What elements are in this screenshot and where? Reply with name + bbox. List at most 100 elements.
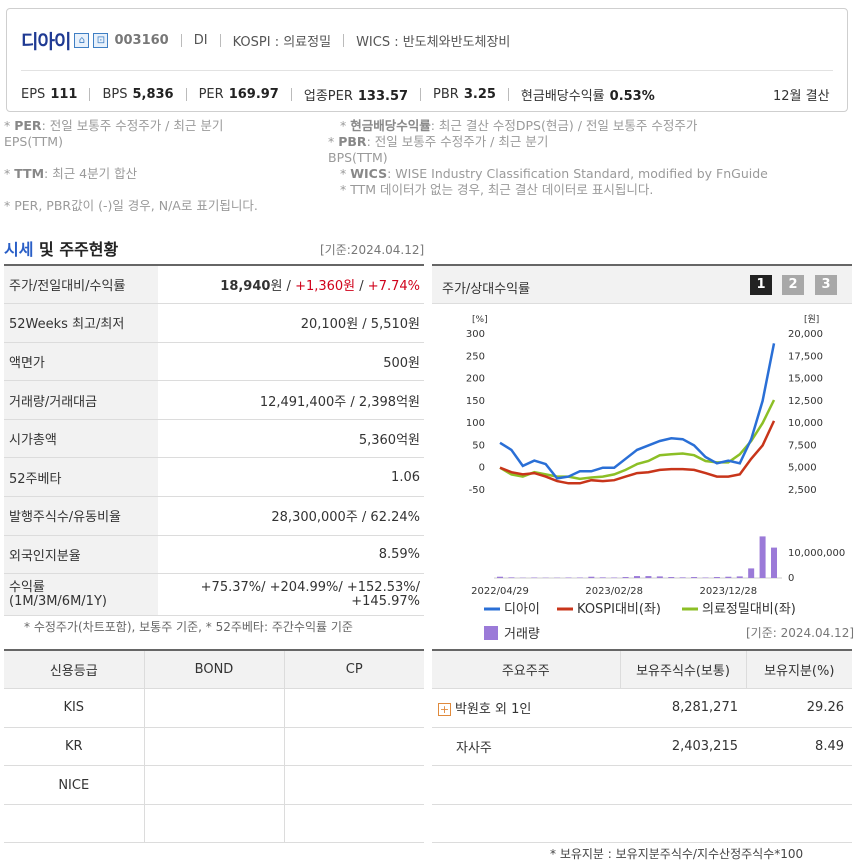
table-row [432, 765, 852, 805]
notes-right: * 현금배당수익률: 최근 결산 수정DPS(현금) / 전일 보통주 수정주가… [328, 118, 768, 198]
divider [219, 34, 221, 47]
market-code: DI [193, 33, 208, 48]
y2-tick-label: 20,000 [788, 329, 823, 340]
y2-tick-label: 5,000 [788, 463, 817, 474]
divider [185, 88, 187, 101]
credit-rating-table: 신용등급 BOND CP KIS KR NICE [4, 649, 424, 844]
row-value: 28,300,000주 / 62.24% [158, 496, 424, 536]
volume-tick-label: 0 [788, 573, 794, 584]
y-tick-label: -50 [469, 485, 485, 496]
row-label: 52주베타 [4, 457, 158, 498]
row-label: 수익률 (1M/3M/6M/1Y) [4, 573, 158, 617]
y-tick-label: 300 [466, 329, 485, 340]
agency-name: KIS [4, 688, 145, 728]
price-chart: [%] [원] 300 250 200 150 100 50 0 -50 20,000 17,500 1… [466, 314, 845, 642]
shareholders-table: 주요주주 보유주식수(보통) 보유지분(%) + 박원호 외 1인 8,281,2… [432, 649, 852, 844]
divider [21, 70, 833, 71]
holder-name-cell [432, 804, 620, 844]
home-icon[interactable]: ⌂ [74, 33, 90, 48]
legend-label: 의료정밀대비(좌) [702, 602, 796, 617]
cp-rating [284, 688, 424, 728]
y2-tick-label: 17,500 [788, 351, 823, 362]
chart-page-3-button[interactable]: 3 [815, 275, 837, 295]
price-table: 주가/전일대비/수익률 18,940원 / +1,360원 / +7.74% 5… [4, 264, 424, 617]
price-footnote: * 수정주가(차트포함), 보통주 기준, * 52주베타: 주간수익률 기준 [24, 620, 353, 634]
table-row: 외국인지분율 8.59% [4, 535, 424, 575]
row-label: 거래량/거래대금 [4, 380, 158, 420]
y-tick-label: 150 [466, 396, 485, 407]
holder-name-cell[interactable]: + 박원호 외 1인 [432, 688, 620, 728]
table-row: 52Weeks 최고/최저 20,100원 / 5,510원 [4, 303, 424, 343]
table-row: 시가총액 5,360억원 [4, 419, 424, 459]
table-row: KR [4, 727, 424, 767]
note-negative: * PER, PBR값이 (-)일 경우, N/A로 표기됩니다. [4, 198, 258, 213]
note-ttm: * TTM: 최근 4분기 합산 [4, 166, 138, 181]
y-tick-label: 0 [479, 463, 485, 474]
holders-date: [기준: 2024.04.12] [746, 626, 855, 640]
note-per: * PER: 전일 보통주 수정주가 / 최근 분기 [4, 118, 224, 133]
row-label: 주가/전일대비/수익률 [4, 265, 158, 305]
y2-tick-label: 15,000 [788, 374, 823, 385]
kospi-relative-line [499, 420, 776, 485]
chart-page-2-button[interactable]: 2 [782, 275, 804, 295]
y2-tick-label: 12,500 [788, 396, 823, 407]
returns-value: +75.37%/ +204.99%/ +152.53%/+145.97% [158, 573, 424, 617]
bond-rating [144, 804, 285, 844]
divider [343, 34, 345, 47]
agency-name: KR [4, 727, 145, 767]
row-label: 52Weeks 최고/최저 [4, 303, 158, 343]
holder-shares: 8,281,271 [620, 688, 746, 728]
table-row: 발행주식수/유동비율 28,300,000주 / 62.24% [4, 496, 424, 536]
cp-rating [284, 804, 424, 844]
volume-bar [771, 547, 777, 578]
holder-name-cell [432, 765, 620, 805]
divider [420, 88, 422, 101]
note-wics: * WICS: WISE Industry Classification Sta… [340, 166, 768, 181]
holder-pct [746, 765, 852, 805]
expand-icon[interactable]: + [438, 703, 451, 717]
y-tick-label: 200 [466, 374, 485, 385]
agency-name: NICE [4, 765, 145, 805]
table-row: NICE [4, 765, 424, 805]
y2-tick-label: 10,000 [788, 418, 823, 429]
company-title-row: 디아이 ⌂ ⊡ 003160 DI KOSPI : 의료정밀 WICS : 반도… [21, 27, 510, 54]
volume-bar [588, 576, 595, 578]
legend-label: 디아이 [504, 602, 540, 617]
holder-pct: 29.26 [746, 688, 852, 728]
company-name[interactable]: 디아이 [21, 31, 71, 53]
volume-bar [645, 576, 652, 578]
kospi-sector: KOSPI : 의료정밀 [232, 35, 332, 50]
holder-shares [620, 804, 746, 844]
volume-bar [656, 576, 663, 578]
chart-header: 주가/상대수익률 1 2 3 [432, 266, 852, 304]
volume-bar [679, 577, 686, 578]
volume-bar [691, 577, 698, 578]
metrics-row: EPS 111 BPS 5,836 PER 169.97 업종PER 133.57 PB… [21, 85, 830, 104]
y-tick-label: 100 [466, 418, 485, 429]
price-change-value: 18,940원 / +1,360원 / +7.74% [158, 265, 424, 305]
section-date: [기준:2024.04.12] [320, 243, 425, 257]
holder-shares [620, 765, 746, 805]
right-axis-unit: [원] [804, 314, 819, 325]
cp-rating [284, 727, 424, 767]
y2-tick-label: 2,500 [788, 485, 817, 496]
table-row: 자사주 2,403,215 8.49 [432, 727, 852, 767]
row-label: 시가총액 [4, 419, 158, 459]
row-value: 8.59% [158, 535, 424, 575]
volume-bar [497, 576, 503, 578]
settlement-month: 12월 결산 [773, 89, 830, 104]
chart-page-1-button[interactable]: 1 [750, 275, 772, 295]
volume-bar [508, 577, 515, 578]
sector-relative-line [499, 399, 776, 481]
volume-bar [634, 576, 640, 578]
table-row [432, 804, 852, 844]
volume-bar [759, 536, 766, 578]
x-tick-label: 2023/12/28 [700, 586, 758, 597]
ir-icon[interactable]: ⊡ [93, 33, 109, 48]
row-value: 1.06 [158, 457, 424, 498]
metric-pbr: PBR 3.25 [433, 87, 496, 102]
holders-footnote: * 보유지분 : 보유지분주식수/지수산정주식수*100 [550, 847, 804, 861]
note-pbr-line2: BPS(TTM) [328, 150, 388, 165]
metric-dividend-yield: 현금배당수익률 0.53% [520, 89, 655, 104]
table-row: 수익률 (1M/3M/6M/1Y) +75.37%/ +204.99%/ +152… [4, 573, 424, 617]
